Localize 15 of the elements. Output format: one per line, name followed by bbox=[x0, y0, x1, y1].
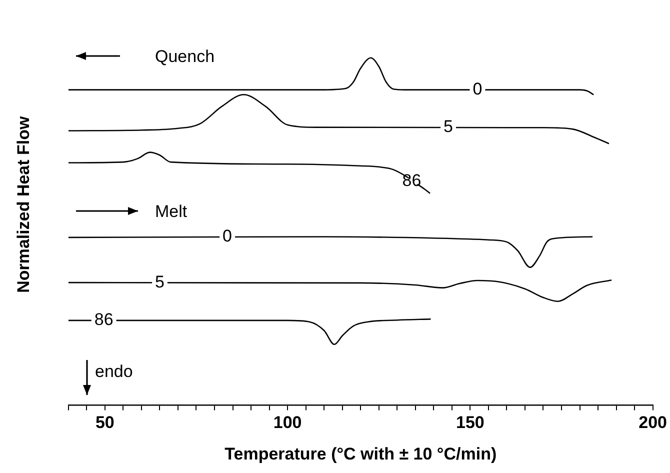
annotation: Quench bbox=[155, 47, 215, 66]
x-tick-label: 100 bbox=[273, 413, 302, 432]
series-label: 5 bbox=[444, 117, 454, 136]
x-tick-label: 50 bbox=[95, 413, 114, 432]
series-label: 0 bbox=[222, 226, 232, 246]
series-label: 5 bbox=[154, 272, 164, 292]
annotation: Melt bbox=[155, 202, 188, 221]
series-label: 86 bbox=[402, 170, 422, 190]
x-axis-title: Temperature (°C with ± 10 °C/min) bbox=[224, 444, 497, 464]
series-label: 0 bbox=[472, 79, 482, 98]
annotation: endo bbox=[95, 362, 133, 381]
x-tick-label: 150 bbox=[456, 413, 484, 432]
series-label: 86 bbox=[94, 310, 114, 330]
x-tick-label: 200 bbox=[638, 413, 668, 432]
y-axis-title: Normalized Heat Flow bbox=[14, 116, 33, 293]
